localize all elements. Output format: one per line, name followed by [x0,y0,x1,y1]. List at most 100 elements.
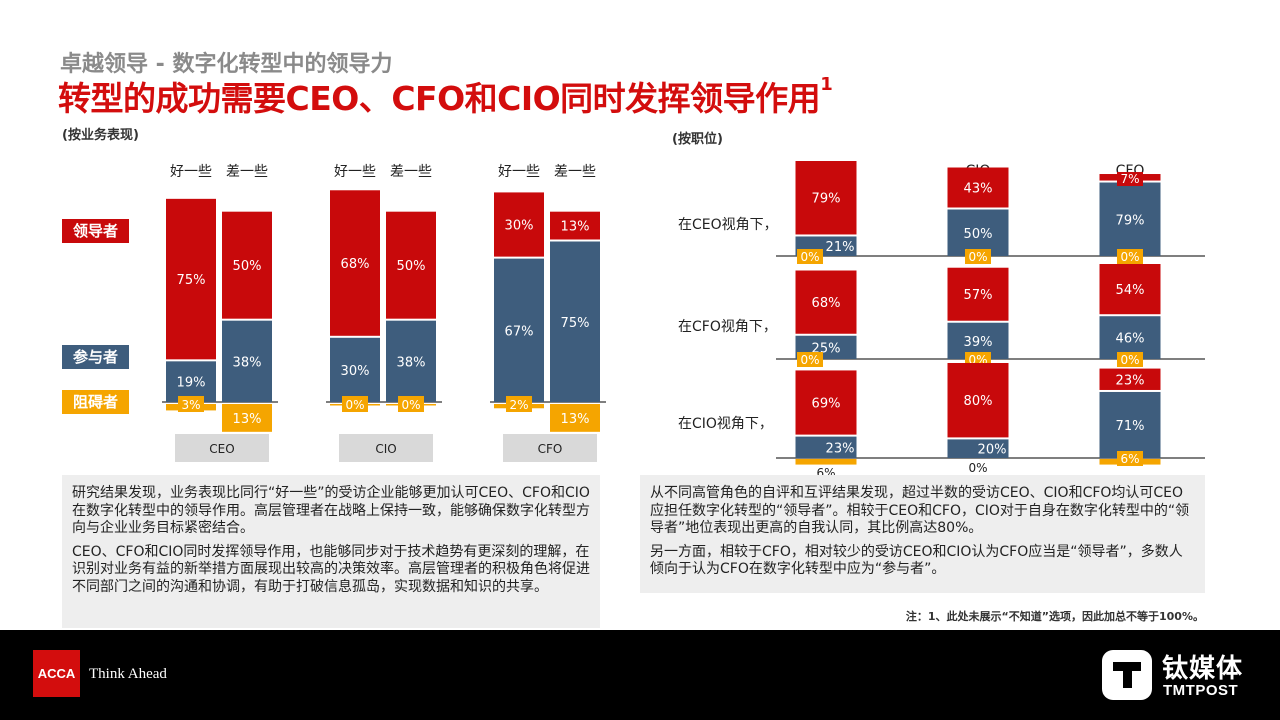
row-label: 在CIO视角下， [678,416,773,432]
acca-logo-text: ACCA [37,666,76,681]
left-text-box: 研究结果发现，业务表现比同行“好一些”的受访企业能够更加认可CEO、CFO和CI… [62,475,600,628]
leader-bar [1099,368,1161,390]
leader-bar [166,198,216,360]
participant-label: 38% [397,355,426,370]
participant-bar [166,361,216,402]
participant-label: 20% [978,443,1007,458]
blocker-label-bg [1117,352,1143,367]
leader-label: 13% [561,220,590,235]
acca-tagline: Think Ahead [89,666,167,682]
blocker-label: 3% [181,398,200,412]
participant-bar [947,439,1009,458]
leader-label: 75% [177,273,206,288]
footnote: 注：1、此处未展示“不知道”选项，因此加总不等于100%。 [905,610,1204,623]
participant-label: 50% [964,227,993,242]
legend-label: 领导者 [72,222,118,240]
row-label: 在CEO视角下， [678,217,778,233]
blocker-label: 0% [1120,353,1139,367]
participant-bar [386,320,436,402]
leader-bar [222,211,272,319]
participant-bar [1099,391,1161,458]
bar-column-label: 好一些 [334,164,376,180]
blocker-bar [795,459,857,465]
bar-column-label: 差一些 [554,164,596,180]
leader-label: 68% [812,296,841,311]
category-label: CFO [538,442,563,456]
blocker-label-bg [965,249,991,264]
row-label: 在CFO视角下， [678,319,777,335]
category-label: CEO [209,442,234,456]
leader-bar [947,267,1009,321]
right-text-paragraph-1: 从不同高管角色的自评和互评结果发现，超过半数的受访CEO、CIO和CFO均认可C… [650,485,1190,536]
blocker-label: 13% [233,412,262,427]
blocker-bar [222,404,272,432]
participant-bar [1099,182,1161,256]
leader-label: 69% [812,397,841,412]
blocker-bar [550,404,600,432]
blocker-label-bg [178,396,204,412]
leader-bar [947,167,1009,208]
participant-bar [550,241,600,402]
left-section-label: (按业务表现) [62,128,139,143]
category-box [175,434,269,462]
right-text-paragraph-2: 另一方面，相较于CFO，相对较少的受访CEO和CIO认为CFO应当是“领导者”，… [650,543,1183,578]
blocker-label: 0% [345,398,364,412]
blocker-label: 13% [561,412,590,427]
legend-label: 参与者 [73,348,118,366]
participant-label: 46% [1116,332,1145,347]
blocker-label: 0% [1120,250,1139,264]
category-label: CIO [375,442,396,456]
blocker-label-bg [1117,249,1143,264]
bar-column-label: 好一些 [498,164,540,180]
participant-label: 39% [964,335,993,350]
participant-label: 67% [505,324,534,339]
blocker-label: 6% [1120,452,1139,466]
right-text-box: 从不同高管角色的自评和互评结果发现，超过半数的受访CEO、CIO和CFO均认可C… [640,475,1205,593]
participant-label: 75% [561,316,590,331]
participant-label: 21% [826,240,855,255]
leader-bar [494,192,544,257]
blocker-label: 0% [800,250,819,264]
right-section-label: (按职位) [672,132,723,147]
leader-label: 30% [505,219,534,234]
participant-bar [330,337,380,402]
blocker-label-bg [342,396,368,412]
tmt-name-en: TMTPOST [1163,682,1239,699]
participant-label: 79% [1116,213,1145,228]
blocker-label-bg [506,396,532,412]
category-box [339,434,433,462]
leader-label: 50% [233,259,262,274]
participant-label: 23% [826,441,855,456]
leader-label: 43% [964,182,993,197]
bar-column-label: 差一些 [390,164,432,180]
blocker-label-bg [1117,451,1143,466]
left-text-paragraph-1: 研究结果发现，业务表现比同行“好一些”的受访企业能够更加认可CEO、CFO和CI… [72,485,590,536]
footer-bar: ACCA Think Ahead 钛媒体 TMTPOST [0,630,1280,720]
page-title: 转型的成功需要CEO、CFO和CIO同时发挥领导作用1 [58,72,833,120]
participant-label: 71% [1116,419,1145,434]
leader-bar [550,211,600,240]
participant-bar [222,320,272,402]
leader-bar [330,190,380,336]
left-text-paragraph-2: CEO、CFO和CIO同时发挥领导作用，也能够同步对于技术趋势有更深刻的理解，在… [72,543,590,595]
participant-label: 19% [177,376,206,391]
participant-bar [795,436,857,458]
blocker-label-bg [797,352,823,367]
leader-bar [795,370,857,435]
leader-label: 50% [397,259,426,274]
legend-swatch [62,345,129,369]
leader-label: 57% [964,288,993,303]
leader-bar [1099,264,1161,315]
page-subtitle: 卓越领导 - 数字化转型中的领导力 [60,52,393,77]
blocker-label: 0% [968,461,987,475]
tmt-name-cn: 钛媒体 [1162,654,1244,684]
bar-column-label: 好一些 [170,164,212,180]
leader-bar [795,270,857,334]
leader-label: 79% [812,192,841,207]
leader-label-bg [1117,172,1143,187]
participant-bar [947,209,1009,256]
participant-label: 30% [341,364,370,379]
leader-bar [795,161,857,235]
leader-label: 54% [1116,283,1145,298]
